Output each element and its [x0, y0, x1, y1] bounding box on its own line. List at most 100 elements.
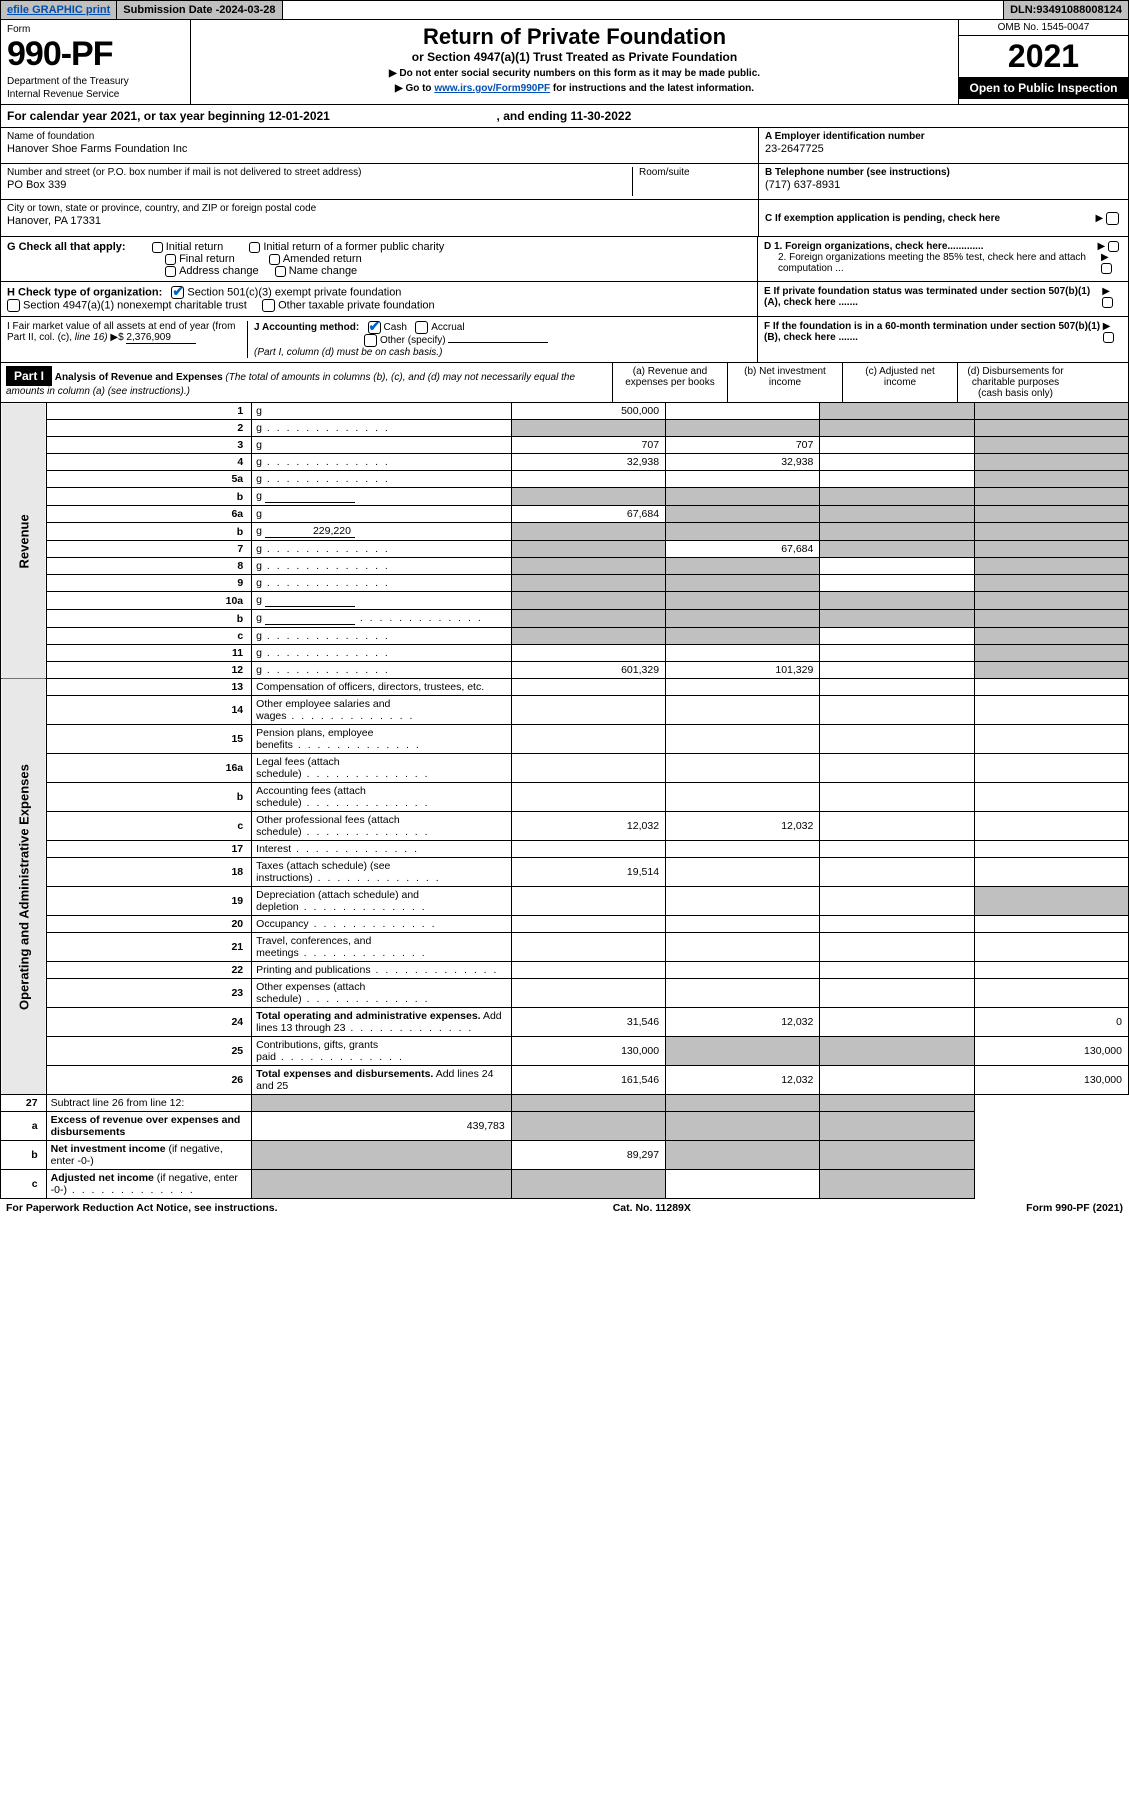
line-number: 14 — [46, 696, 252, 725]
amount-cell — [252, 1095, 512, 1112]
line-description: Interest — [252, 841, 512, 858]
line-description: Subtract line 26 from line 12: — [46, 1095, 252, 1112]
form-title-block: Return of Private Foundation or Section … — [191, 20, 958, 104]
amount-cell — [511, 628, 665, 645]
omb-number: OMB No. 1545-0047 — [959, 20, 1128, 36]
d2-checkbox[interactable] — [1101, 263, 1112, 274]
amount-cell — [820, 488, 974, 506]
form-number: 990-PF — [7, 35, 184, 74]
amount-cell: 32,938 — [666, 454, 820, 471]
amount-cell — [511, 471, 665, 488]
line-description: Pension plans, employee benefits — [252, 725, 512, 754]
amount-cell — [666, 523, 820, 541]
amount-cell: 12,032 — [666, 1066, 820, 1095]
amount-cell — [666, 1112, 820, 1141]
part1-table: Revenue1g500,0002g3g7077074g32,93832,938… — [0, 403, 1129, 1199]
amount-cell — [511, 645, 665, 662]
amount-cell — [666, 506, 820, 523]
amount-cell — [820, 506, 974, 523]
j-other-checkbox[interactable] — [364, 334, 377, 347]
line-number: 3 — [46, 437, 252, 454]
amount-cell — [820, 471, 974, 488]
table-row: 15Pension plans, employee benefits — [1, 725, 1129, 754]
amount-cell: 130,000 — [974, 1037, 1128, 1066]
amount-cell — [511, 962, 665, 979]
exemption-pending-checkbox[interactable] — [1106, 212, 1119, 225]
amount-cell — [511, 610, 665, 628]
amount-cell — [666, 1095, 820, 1112]
line-number: 20 — [46, 916, 252, 933]
h-4947-checkbox[interactable] — [7, 299, 20, 312]
line-description: g — [252, 437, 512, 454]
f-checkbox[interactable] — [1103, 332, 1114, 343]
footer-right: Form 990-PF (2021) — [1026, 1202, 1123, 1214]
line-description: g — [252, 575, 512, 592]
line-description: g — [252, 403, 512, 420]
h-other-taxable-checkbox[interactable] — [262, 299, 275, 312]
efile-graphic-print[interactable]: efile GRAPHIC print — [1, 1, 117, 19]
amount-cell: 130,000 — [974, 1066, 1128, 1095]
amount-cell — [820, 962, 974, 979]
amount-cell — [820, 1095, 974, 1112]
amount-cell — [820, 420, 974, 437]
table-row: 14Other employee salaries and wages — [1, 696, 1129, 725]
table-row: 26Total expenses and disbursements. Add … — [1, 1066, 1129, 1095]
line-description: g — [252, 488, 512, 506]
amount-cell — [666, 916, 820, 933]
efile-link[interactable]: efile GRAPHIC print — [7, 4, 110, 16]
amount-cell — [511, 679, 665, 696]
line-number: c — [46, 628, 252, 645]
amount-cell — [511, 933, 665, 962]
amount-cell — [974, 523, 1128, 541]
table-row: 23Other expenses (attach schedule) — [1, 979, 1129, 1008]
amount-cell — [820, 1066, 974, 1095]
amount-cell — [820, 725, 974, 754]
amount-cell — [974, 558, 1128, 575]
line-description: Contributions, gifts, grants paid — [252, 1037, 512, 1066]
irs-link[interactable]: www.irs.gov/Form990PF — [434, 83, 550, 94]
line-number: 12 — [46, 662, 252, 679]
amount-cell — [974, 858, 1128, 887]
amount-cell — [820, 858, 974, 887]
amount-cell — [974, 962, 1128, 979]
amount-cell — [666, 420, 820, 437]
amount-cell — [974, 575, 1128, 592]
amount-cell — [511, 592, 665, 610]
line-number: 5a — [46, 471, 252, 488]
table-row: 3g707707 — [1, 437, 1129, 454]
g-address-change-checkbox[interactable] — [165, 266, 176, 277]
g-initial-return-checkbox[interactable] — [152, 242, 163, 253]
table-row: 27Subtract line 26 from line 12: — [1, 1095, 1129, 1112]
i-j-f-block: I Fair market value of all assets at end… — [0, 317, 1129, 363]
amount-cell — [666, 679, 820, 696]
table-row: bg 229,220 — [1, 523, 1129, 541]
line-number: 15 — [46, 725, 252, 754]
j-accrual-checkbox[interactable] — [415, 321, 428, 334]
line-number: a — [1, 1112, 47, 1141]
amount-cell — [820, 592, 974, 610]
form-title: Return of Private Foundation — [199, 24, 950, 50]
g-initial-former-checkbox[interactable] — [249, 242, 260, 253]
h-501c3-checkbox[interactable] — [171, 286, 184, 299]
table-row: 25Contributions, gifts, grants paid130,0… — [1, 1037, 1129, 1066]
line-number: 22 — [46, 962, 252, 979]
amount-cell — [974, 454, 1128, 471]
amount-cell — [974, 887, 1128, 916]
e-checkbox[interactable] — [1102, 297, 1113, 308]
amount-cell — [511, 696, 665, 725]
line-description: Occupancy — [252, 916, 512, 933]
g-amended-checkbox[interactable] — [269, 254, 280, 265]
table-row: 22Printing and publications — [1, 962, 1129, 979]
g-name-change-checkbox[interactable] — [275, 266, 286, 277]
amount-cell — [820, 754, 974, 783]
amount-cell — [820, 523, 974, 541]
amount-cell — [666, 592, 820, 610]
line-description: Adjusted net income (if negative, enter … — [46, 1170, 252, 1199]
h-e-block: H Check type of organization: Section 50… — [0, 282, 1129, 317]
line-description: Net investment income (if negative, ente… — [46, 1141, 252, 1170]
g-final-return-checkbox[interactable] — [165, 254, 176, 265]
amount-cell — [511, 488, 665, 506]
amount-cell — [666, 696, 820, 725]
j-cash-checkbox[interactable] — [368, 321, 381, 334]
d1-checkbox[interactable] — [1108, 241, 1119, 252]
